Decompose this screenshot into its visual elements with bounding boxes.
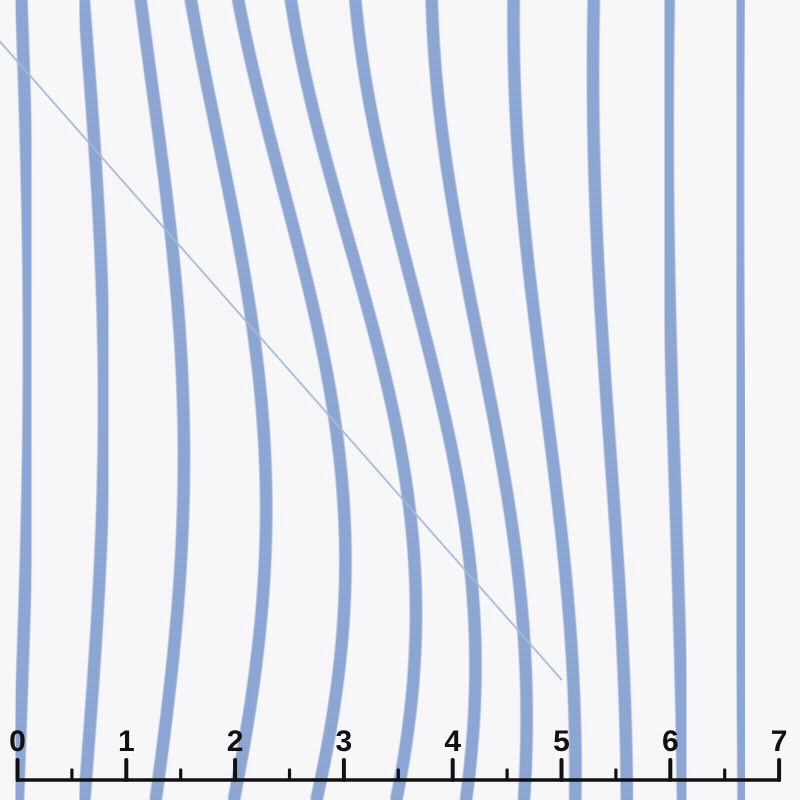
svg-text:3: 3 [336, 725, 353, 758]
svg-text:2: 2 [227, 725, 244, 758]
svg-text:5: 5 [553, 725, 570, 758]
svg-text:0: 0 [9, 725, 26, 758]
svg-text:4: 4 [444, 725, 461, 758]
svg-text:7: 7 [771, 725, 788, 758]
svg-text:1: 1 [118, 725, 135, 758]
svg-text:6: 6 [662, 725, 679, 758]
